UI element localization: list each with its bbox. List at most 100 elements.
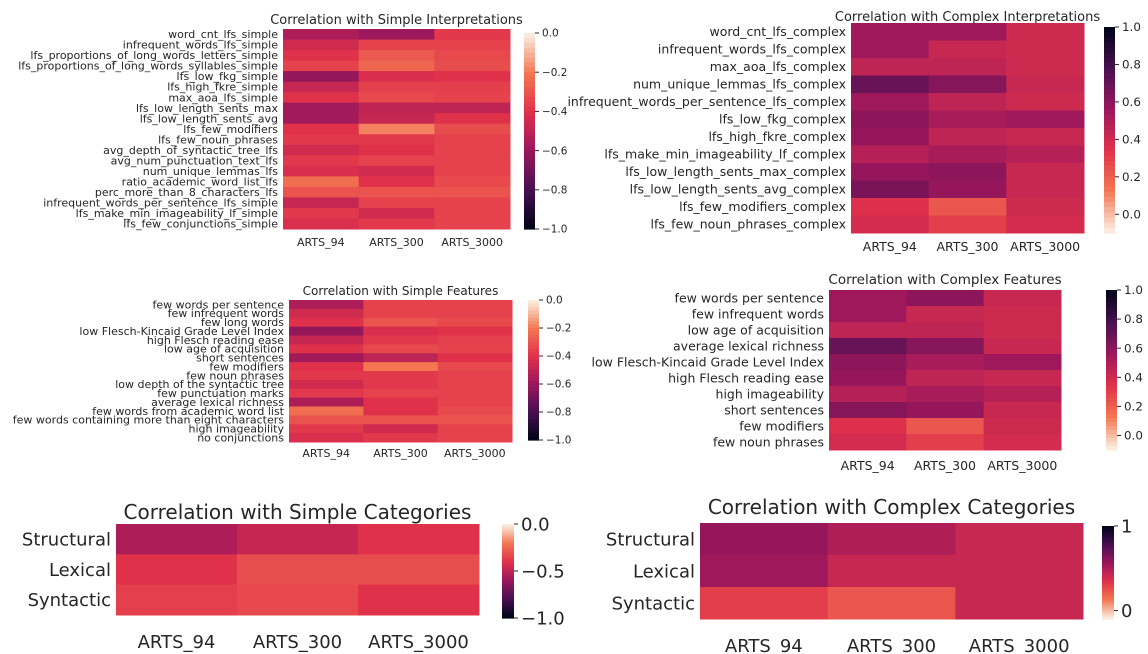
colorbar-segment [1102,526,1114,529]
colorbar-tick-label: −0.6 [546,379,571,391]
colorbar-segment [528,405,539,410]
column-label: ARTS_94 [725,636,803,654]
heatmap-cell [437,317,513,328]
heatmap-cell [851,40,930,59]
colorbar-tick-label: −0.6 [542,145,567,157]
colorbar-segment [1102,546,1114,550]
colorbar-segment [1106,434,1117,439]
row-label: lfs_proportions_of_long_words_letters_si… [30,49,278,62]
colorbar-segment [502,556,514,560]
heatmap-cell [928,75,1007,94]
colorbar-segment [528,366,539,371]
row-label: lfs_low_length_sents_max_complex [625,164,846,179]
heatmap-cell [283,134,360,146]
row-label: few infrequent words [168,307,285,320]
heatmap-cell [851,198,930,216]
heatmap-cell [829,370,907,387]
heatmap-cell [928,180,1007,199]
colorbar-tick-label: 0.4 [1124,370,1143,384]
row-label: lfs_low_length_sents_avg [140,112,278,125]
heatmap-cell [289,415,364,425]
panel-title: Correlation with Complex Interpretations [835,10,1100,25]
colorbar-segment [1102,537,1114,541]
colorbar-segment [524,170,535,176]
colorbar-segment [528,352,539,357]
colorbar-tick-label: 0.0 [1124,429,1143,443]
heatmap-cell [827,523,956,556]
colorbar-segment [502,603,514,607]
heatmap-cell [283,81,360,93]
heatmap-cell [289,397,364,407]
heatmap-cell [358,165,435,177]
heatmap-cell [434,81,511,93]
colorbar-segment [524,86,535,93]
colorbar-segment [1106,366,1117,371]
colorbar-segment [528,328,539,333]
row-label: few punctuation marks [157,387,284,400]
column-label: ARTS_3000 [444,447,506,460]
colorbar-segment [528,373,539,378]
row-label: few long words [201,316,284,329]
heatmap-cell [289,379,364,390]
row-label: lfs_few_noun_phrases_complex [651,217,846,232]
heatmap-cell [829,418,907,435]
heatmap-cell [358,584,480,616]
heatmap-cell [434,50,511,62]
colorbar-segment [1104,37,1115,44]
row-label: few words per sentence [675,290,825,305]
column-label: ARTS_94 [297,236,345,249]
colorbar-segment [1104,160,1115,167]
heatmap-cell [829,338,907,355]
heatmap-cell [906,354,985,371]
colorbar-segment [528,394,539,399]
colorbar-tick-label: −0.8 [546,407,571,419]
heatmap-cell [289,344,364,354]
heatmap-cell [434,176,511,188]
heatmap-cell [1006,145,1085,164]
colorbar-segment [1104,217,1115,224]
heatmap-cell [983,354,1062,371]
row-label: average lexical richness [151,396,284,409]
colorbar-segment [502,580,514,584]
colorbar-segment [1106,294,1117,299]
colorbar-segment [1106,410,1117,415]
heatmap-cell [363,424,439,434]
colorbar-segment [1104,155,1115,162]
heatmap-cell [358,155,435,167]
colorbar-segment [528,387,539,392]
colorbar-segment [524,160,535,166]
colorbar-segment [1104,176,1115,183]
colorbar-segment [1106,322,1117,327]
heatmap-cell [358,186,435,198]
heatmap-cell [358,144,435,156]
heatmap-cell [1006,93,1085,111]
colorbar-segment [1102,539,1114,543]
heatmap-cell [437,388,513,399]
colorbar-segment [1104,104,1115,110]
row-label: perc_more_than_8_characters_lfs [95,186,278,199]
colorbar-tick-label: −0.2 [542,67,567,79]
colorbar-segment [524,57,535,63]
heatmap-cell [955,523,1084,556]
colorbar-segment [502,578,514,581]
heatmap-cell [363,388,439,399]
heatmap-cell [283,71,360,83]
colorbar-segment [524,209,535,215]
colorbar-segment [1104,171,1115,177]
heatmap-cell [1006,58,1085,76]
colorbar-segment [1104,130,1115,136]
colorbar-segment [1104,212,1115,219]
heatmap-cell [358,218,435,230]
row-label: low Flesch-Kincaid Grade Level Index [592,354,824,369]
heatmap-cell [906,322,985,339]
colorbar-segment [1102,577,1114,581]
colorbar-segment [1102,544,1114,548]
colorbar-segment [1106,330,1117,335]
colorbar-segment [1102,581,1114,585]
colorbar-segment [1104,207,1115,213]
row-label: low depth of the syntactic tree [115,378,284,391]
column-label: ARTS_3000 [987,458,1057,473]
column-label: ARTS_300 [847,636,936,654]
heatmap-cell [983,306,1062,323]
